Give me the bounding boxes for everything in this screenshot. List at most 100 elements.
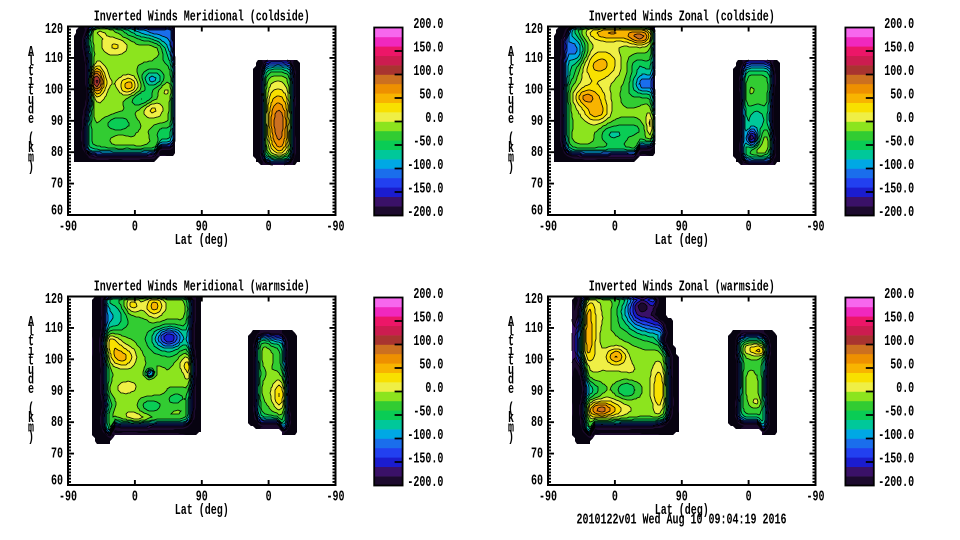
svg-text:t: t [508, 334, 514, 350]
svg-text:50.0: 50.0 [419, 88, 443, 104]
svg-text:0: 0 [746, 490, 752, 506]
svg-text:e: e [28, 112, 34, 128]
svg-text:70: 70 [51, 447, 63, 463]
svg-text:150.0: 150.0 [413, 311, 443, 327]
svg-text:0.0: 0.0 [896, 111, 914, 127]
svg-text:200.0: 200.0 [413, 287, 443, 303]
svg-text:i: i [508, 344, 514, 360]
svg-text:0: 0 [612, 490, 618, 506]
svg-text:-50.0: -50.0 [884, 405, 914, 421]
svg-text:A: A [28, 315, 34, 331]
svg-text:Inverted Winds Zonal (coldside: Inverted Winds Zonal (coldside) [589, 9, 775, 25]
svg-text:-90: -90 [539, 220, 557, 236]
svg-text:-200.0: -200.0 [878, 475, 914, 491]
svg-text:): ) [28, 160, 34, 176]
svg-text:60: 60 [51, 474, 63, 490]
svg-text:-200.0: -200.0 [407, 205, 443, 221]
svg-text:(: ( [28, 131, 34, 147]
svg-text:-200.0: -200.0 [878, 205, 914, 221]
svg-text:100: 100 [525, 82, 543, 98]
svg-text:-150.0: -150.0 [407, 452, 443, 468]
svg-text:80: 80 [51, 415, 63, 431]
svg-text:m: m [508, 151, 514, 167]
svg-text:90: 90 [676, 220, 688, 236]
svg-text:u: u [508, 363, 514, 379]
svg-text:A: A [508, 315, 514, 331]
svg-text:200.0: 200.0 [884, 287, 914, 303]
svg-text:110: 110 [45, 51, 63, 67]
svg-text:0: 0 [266, 220, 272, 236]
svg-text:Lat (deg): Lat (deg) [175, 233, 229, 249]
svg-text:60: 60 [531, 204, 543, 220]
svg-text:d: d [28, 103, 34, 119]
svg-text:-100.0: -100.0 [407, 158, 443, 174]
svg-text:l: l [508, 55, 514, 71]
svg-text:(: ( [508, 131, 514, 147]
svg-text:m: m [28, 151, 34, 167]
svg-text:120: 120 [45, 22, 63, 38]
svg-text:150.0: 150.0 [413, 41, 443, 57]
svg-text:-150.0: -150.0 [407, 182, 443, 198]
svg-text:110: 110 [525, 51, 543, 67]
svg-text:-90: -90 [59, 220, 77, 236]
svg-text:0.0: 0.0 [425, 111, 443, 127]
svg-text:k: k [508, 411, 514, 427]
svg-text:e: e [508, 382, 514, 398]
svg-text:-90: -90 [539, 490, 557, 506]
svg-text:0: 0 [132, 490, 138, 506]
svg-text:i: i [28, 344, 34, 360]
svg-text:t: t [28, 334, 34, 350]
svg-text:Lat (deg): Lat (deg) [175, 503, 229, 519]
svg-text:90: 90 [196, 490, 208, 506]
svg-text:Lat (deg): Lat (deg) [655, 233, 709, 249]
svg-text:Lat (deg): Lat (deg) [655, 503, 709, 519]
svg-text:Inverted Winds Zonal (warmside: Inverted Winds Zonal (warmside) [589, 279, 775, 295]
svg-text:e: e [508, 112, 514, 128]
svg-text:90: 90 [676, 490, 688, 506]
svg-text:110: 110 [45, 321, 63, 337]
svg-text:-200.0: -200.0 [407, 475, 443, 491]
svg-text:(: ( [28, 401, 34, 417]
svg-text:Inverted Winds Meridional (war: Inverted Winds Meridional (warmside) [94, 279, 310, 295]
svg-text:t: t [28, 64, 34, 80]
svg-text:m: m [28, 421, 34, 437]
svg-text:e: e [28, 382, 34, 398]
svg-text:50.0: 50.0 [419, 358, 443, 374]
svg-text:-90: -90 [59, 490, 77, 506]
svg-text:-100.0: -100.0 [878, 158, 914, 174]
svg-text:): ) [508, 160, 514, 176]
svg-text:k: k [508, 141, 514, 157]
svg-text:90: 90 [51, 114, 63, 130]
svg-text:): ) [508, 430, 514, 446]
svg-text:-100.0: -100.0 [407, 428, 443, 444]
svg-text:-150.0: -150.0 [878, 452, 914, 468]
svg-text:u: u [508, 93, 514, 109]
svg-text:d: d [28, 373, 34, 389]
svg-text:t: t [28, 83, 34, 99]
svg-text:80: 80 [531, 145, 543, 161]
svg-text:-50.0: -50.0 [413, 135, 443, 151]
svg-text:120: 120 [525, 22, 543, 38]
svg-text:i: i [28, 74, 34, 90]
svg-text:d: d [508, 373, 514, 389]
svg-text:t: t [508, 64, 514, 80]
svg-text:200.0: 200.0 [413, 17, 443, 33]
svg-text:l: l [508, 325, 514, 341]
svg-text:200.0: 200.0 [884, 17, 914, 33]
svg-text:t: t [508, 353, 514, 369]
svg-text:50.0: 50.0 [890, 88, 914, 104]
svg-text:-150.0: -150.0 [878, 182, 914, 198]
svg-text:70: 70 [531, 177, 543, 193]
svg-text:150.0: 150.0 [884, 311, 914, 327]
svg-text:100: 100 [45, 82, 63, 98]
svg-text:-90: -90 [327, 490, 345, 506]
svg-text:l: l [28, 325, 34, 341]
svg-text:-90: -90 [327, 220, 345, 236]
svg-text:0.0: 0.0 [425, 381, 443, 397]
svg-text:m: m [508, 421, 514, 437]
svg-text:A: A [28, 45, 34, 61]
svg-text:A: A [508, 45, 514, 61]
svg-text:0: 0 [132, 220, 138, 236]
svg-text:100.0: 100.0 [884, 334, 914, 350]
svg-text:-90: -90 [807, 220, 825, 236]
